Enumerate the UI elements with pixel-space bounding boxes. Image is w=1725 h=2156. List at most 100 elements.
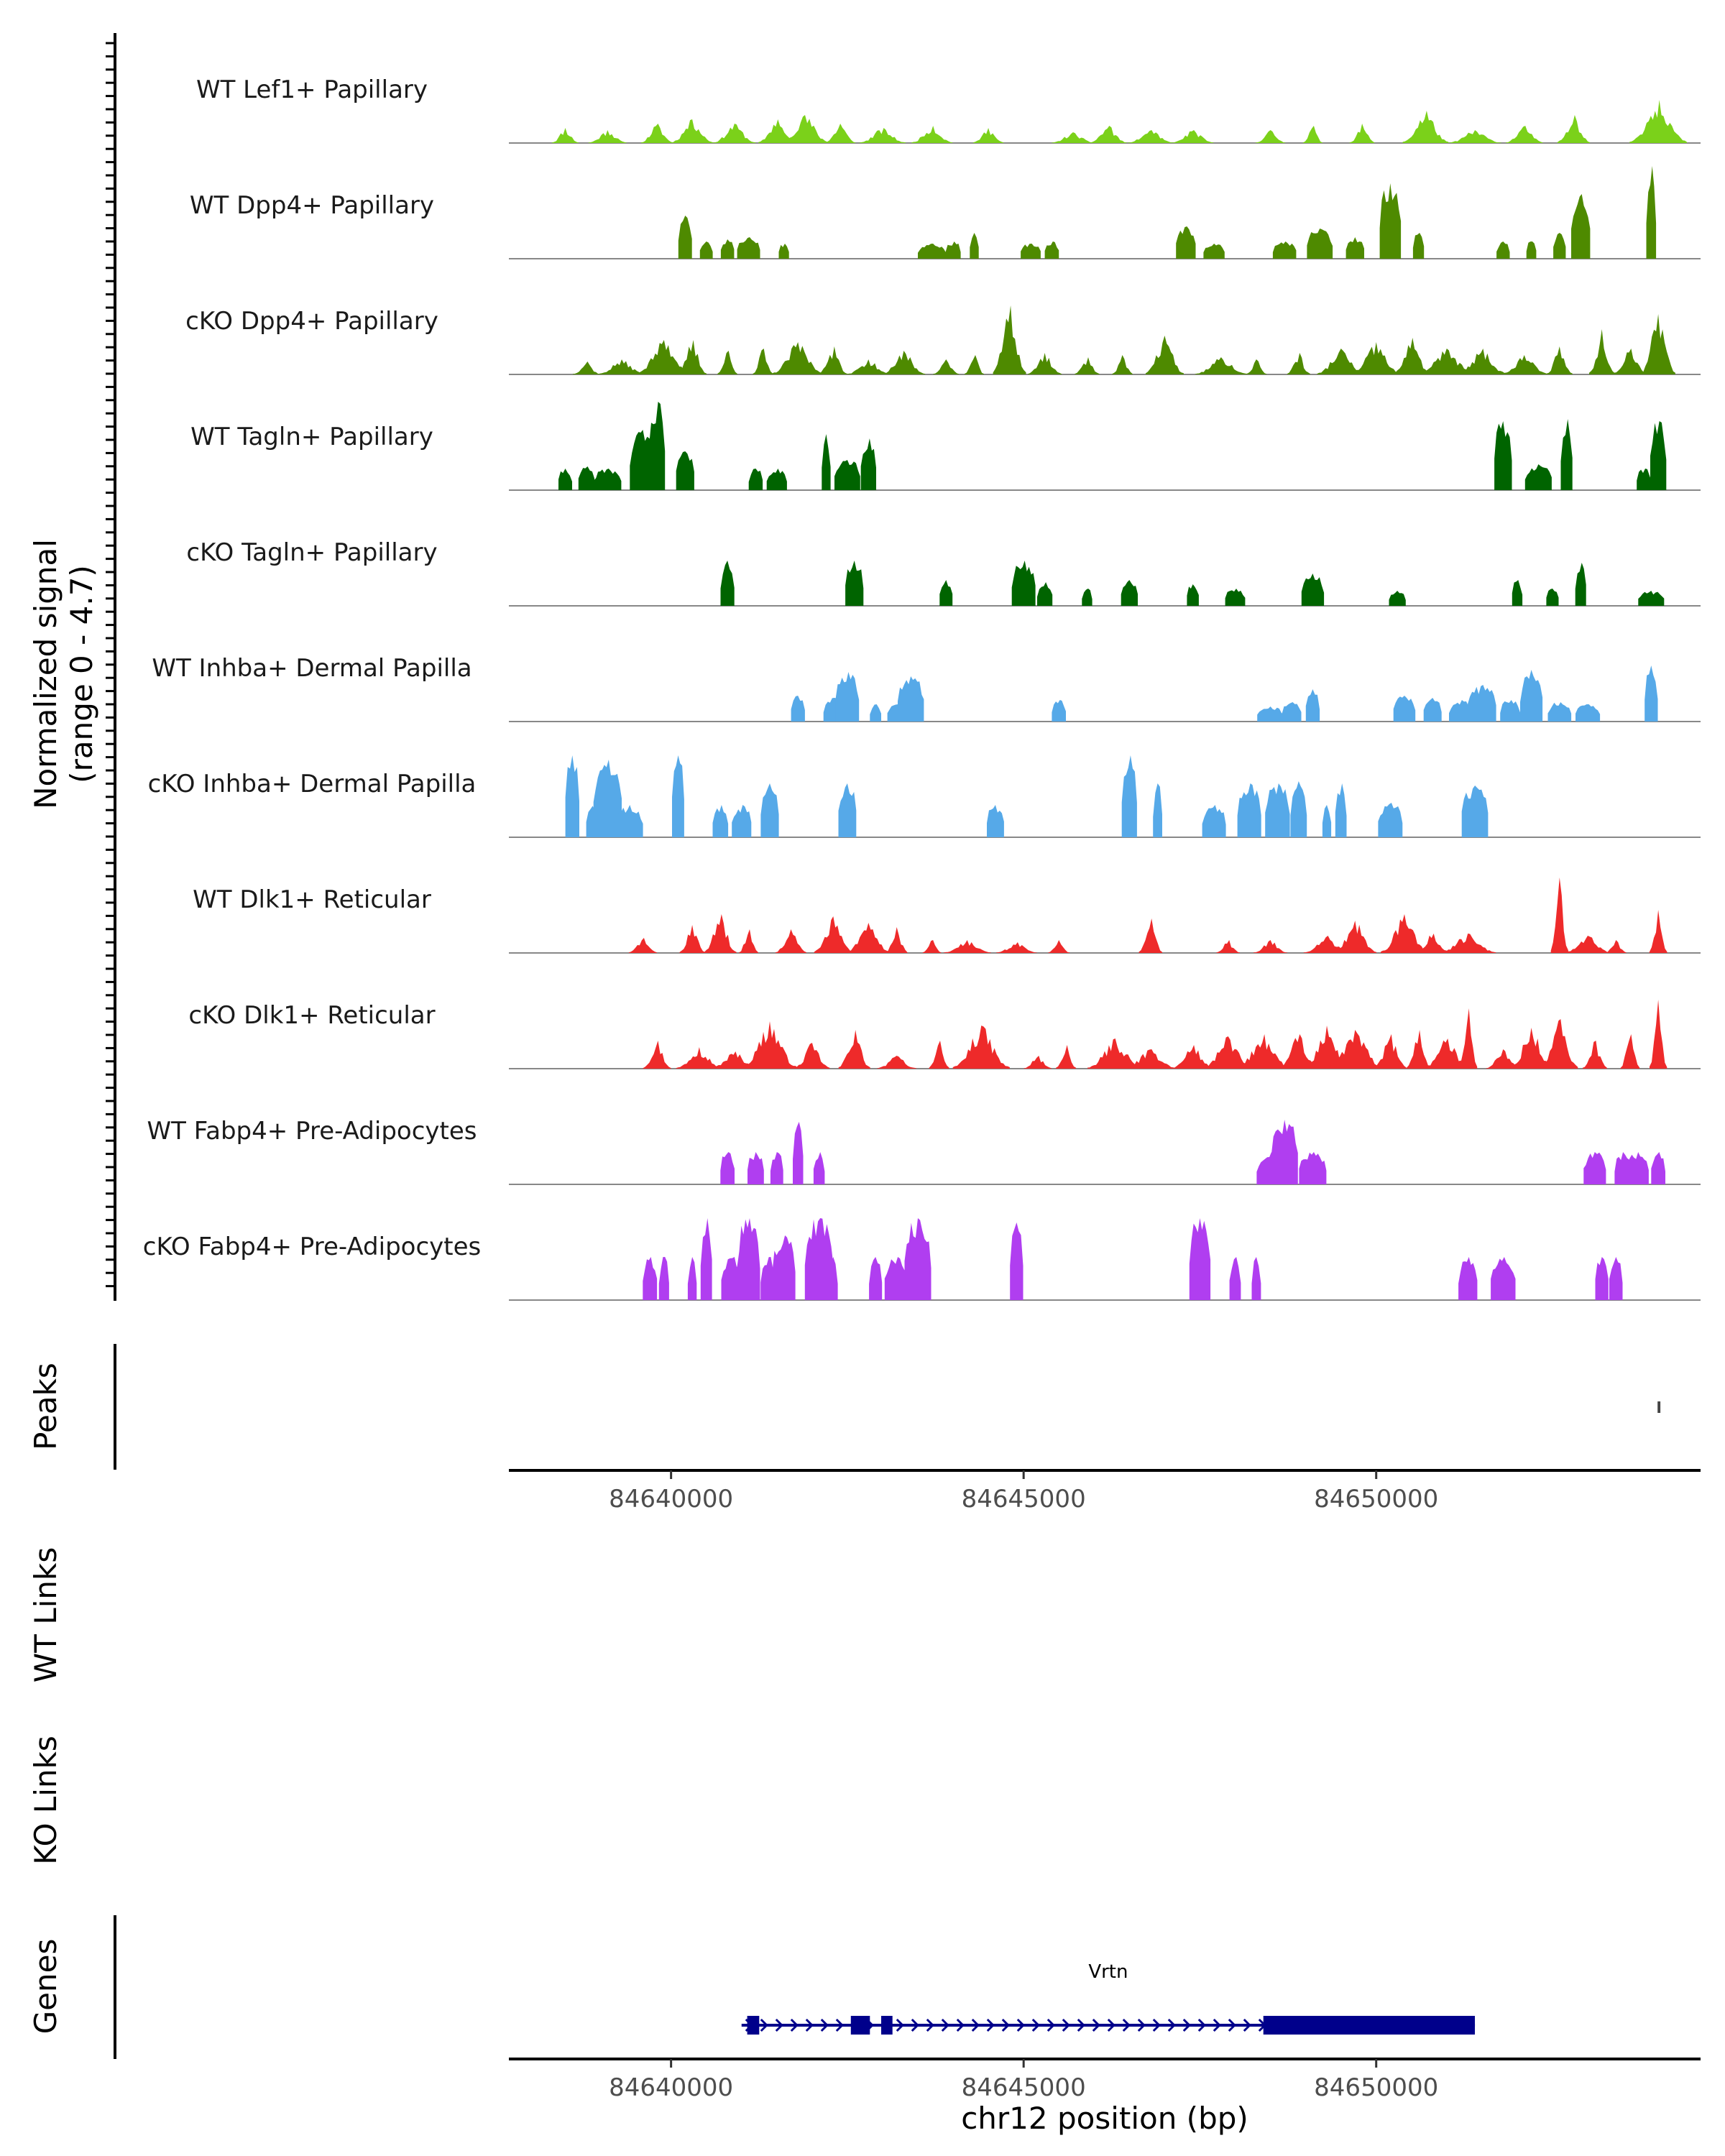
coverage-peak xyxy=(720,561,735,606)
coverage-peak xyxy=(1028,353,1062,374)
coverage-peak xyxy=(717,351,737,374)
coverage-peak xyxy=(825,124,856,143)
track-label: WT Dpp4+ Papillary xyxy=(190,191,434,220)
coverage-peak xyxy=(1609,1257,1623,1300)
strand-arrow xyxy=(820,2018,829,2032)
coverage-peak xyxy=(1500,355,1548,374)
signal-axis-title-line2: (range 0 - 4.7) xyxy=(64,565,99,783)
peak-range xyxy=(1657,1401,1661,1413)
coverage-peak xyxy=(1424,1038,1470,1069)
coverage-peak xyxy=(748,469,763,490)
coverage-peak xyxy=(739,929,758,953)
coverage-peak xyxy=(1646,166,1657,259)
coverage-peak xyxy=(760,783,779,837)
track-9: cKO Dlk1+ Reticular xyxy=(188,1000,1701,1069)
coverage-peak xyxy=(1335,783,1347,837)
coverage-peak xyxy=(594,469,622,490)
coverage-peak xyxy=(1560,419,1573,490)
coverage-peak xyxy=(1637,469,1652,490)
coverage-peak xyxy=(1216,940,1240,953)
coverage-peak xyxy=(1246,359,1267,374)
coverage-peak xyxy=(1189,1218,1211,1300)
coverage-peak xyxy=(793,1122,804,1184)
coverage-peak xyxy=(1582,1041,1607,1069)
coverage-peak xyxy=(572,361,600,374)
coverage-peak xyxy=(720,1152,735,1184)
track-label: cKO Fabp4+ Pre-Adipocytes xyxy=(143,1233,482,1261)
coverage-peak xyxy=(845,561,864,606)
coverage-peak xyxy=(1011,561,1036,606)
coverage-peak xyxy=(772,1235,796,1300)
coverage-peak xyxy=(1138,918,1163,953)
coverage-peak xyxy=(1526,241,1537,259)
coverage-peak xyxy=(859,128,906,143)
gene-panel: Vrtn xyxy=(741,1961,1476,2035)
coverage-peak xyxy=(1611,349,1648,374)
coverage-peak xyxy=(1044,241,1059,259)
strand-arrow xyxy=(1092,2018,1100,2032)
coverage-peak xyxy=(1393,338,1430,374)
coverage-peak xyxy=(1547,702,1572,722)
track-7: cKO Inhba+ Dermal Papilla xyxy=(148,755,1701,838)
track-label: WT Fabp4+ Pre-Adipocytes xyxy=(147,1117,477,1146)
coverage-peak xyxy=(1153,783,1162,837)
coverage-peak xyxy=(700,1218,712,1300)
coverage-peak xyxy=(952,1026,1010,1069)
coverage-peak xyxy=(945,241,961,259)
coverage-peak xyxy=(993,305,1026,374)
coverage-peak xyxy=(877,1056,916,1069)
gene-exon xyxy=(881,2016,893,2035)
coverage-peak xyxy=(1299,1152,1327,1184)
coverage-peak xyxy=(846,923,891,953)
track-3: cKO Dpp4+ Papillary xyxy=(185,305,1701,375)
track-label: cKO Dlk1+ Reticular xyxy=(188,1001,435,1030)
strand-arrow xyxy=(760,2018,768,2032)
coverage-peak xyxy=(1037,582,1053,606)
coverage-peak xyxy=(1379,183,1402,259)
coverage-peak xyxy=(922,940,942,953)
coverage-peak xyxy=(1512,580,1523,606)
coverage-peak xyxy=(713,124,756,143)
coverage-peak xyxy=(822,434,831,490)
track-label: WT Tagln+ Papillary xyxy=(190,423,433,451)
coverage-peak xyxy=(704,914,737,953)
coverage-peak xyxy=(869,1257,883,1300)
track-2: WT Dpp4+ Papillary xyxy=(190,166,1701,259)
coverage-peak xyxy=(1176,226,1196,259)
coverage-peak xyxy=(1494,421,1512,490)
coverage-peak xyxy=(588,130,627,143)
coverage-peak xyxy=(1575,563,1586,606)
coverage-peak xyxy=(672,755,684,837)
coverage-peak xyxy=(1629,100,1687,143)
coverage-peak xyxy=(1052,700,1066,722)
coverage-peak xyxy=(1257,706,1284,722)
coverage-peak xyxy=(973,128,1004,143)
coverage-peak xyxy=(1638,591,1665,606)
coverage-peak xyxy=(1112,355,1133,374)
coverage-peak xyxy=(964,355,985,374)
coverage-peak xyxy=(847,359,890,374)
coverage-peak xyxy=(804,1218,834,1300)
coverage-peak xyxy=(1121,580,1138,606)
gene-cds xyxy=(1263,2016,1475,2035)
coverage-peak xyxy=(838,783,857,837)
coverage-peak xyxy=(676,1047,723,1069)
signal-axis-title-line1: Normalized signal xyxy=(28,539,63,809)
coverage-peak xyxy=(987,805,1004,837)
coverage-peak xyxy=(551,128,579,143)
coverage-peak xyxy=(1595,1257,1609,1300)
coverage-peak xyxy=(1381,914,1428,953)
coverage-peak xyxy=(1301,573,1325,606)
track-11: cKO Fabp4+ Pre-Adipocytes xyxy=(143,1218,1701,1301)
strand-arrow xyxy=(1062,2018,1070,2032)
coverage-peak xyxy=(775,929,806,953)
coverage-peak xyxy=(1510,1028,1552,1069)
x-axis-tick-label: 84645000 xyxy=(962,2073,1086,2102)
coverage-peak xyxy=(643,1257,658,1300)
coverage-peak xyxy=(1090,126,1127,143)
strand-arrow xyxy=(1077,2018,1085,2032)
coverage-peak xyxy=(1087,1038,1144,1069)
coverage-peak xyxy=(1204,1036,1253,1069)
coverage-peak xyxy=(835,672,860,722)
